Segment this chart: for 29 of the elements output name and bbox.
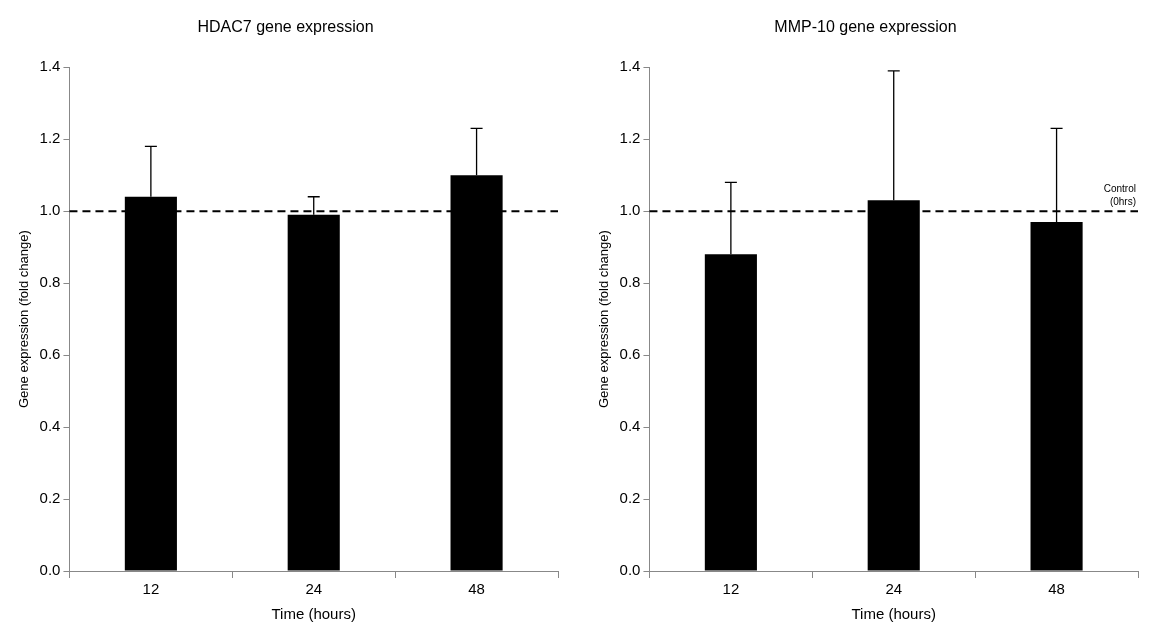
y-tick-label: 0.8	[619, 273, 641, 291]
y-tick-label: 0.2	[619, 489, 641, 507]
x-tick-label: 24	[305, 580, 323, 598]
y-tick-label: 0.2	[39, 489, 61, 507]
y-axis-title: Gene expression (fold change)	[596, 230, 612, 408]
y-tick-label: 1.0	[39, 201, 61, 219]
y-tick-label: 1.2	[39, 129, 61, 147]
y-tick-label: 1.4	[39, 57, 61, 75]
ref-line-label: Control (0hrs)	[1103, 182, 1136, 207]
y-tick-label: 0.4	[39, 417, 61, 435]
y-tick-label: 1.4	[619, 57, 641, 75]
y-tick-label: 0.6	[619, 345, 641, 363]
x-axis-title: Time (hours)	[851, 605, 936, 623]
y-tick-label: 0.8	[39, 273, 61, 291]
y-tick-label: 0.0	[39, 561, 61, 579]
x-tick-label: 12	[722, 580, 740, 598]
x-tick-label: 12	[142, 580, 160, 598]
y-tick-label: 1.0	[619, 201, 641, 219]
y-axis-title: Gene expression (fold change)	[16, 230, 32, 408]
y-tick-label: 0.0	[619, 561, 641, 579]
x-tick-label: 48	[468, 580, 485, 598]
chart-title: MMP-10 gene expression	[774, 18, 957, 36]
x-tick-label: 48	[1048, 580, 1065, 598]
x-tick-label: 24	[885, 580, 903, 598]
chart-title: HDAC7 gene expression	[197, 18, 374, 36]
y-tick-label: 0.6	[39, 345, 61, 363]
y-tick-label: 0.4	[619, 417, 641, 435]
x-axis-title: Time (hours)	[271, 605, 356, 623]
y-tick-label: 1.2	[619, 129, 641, 147]
